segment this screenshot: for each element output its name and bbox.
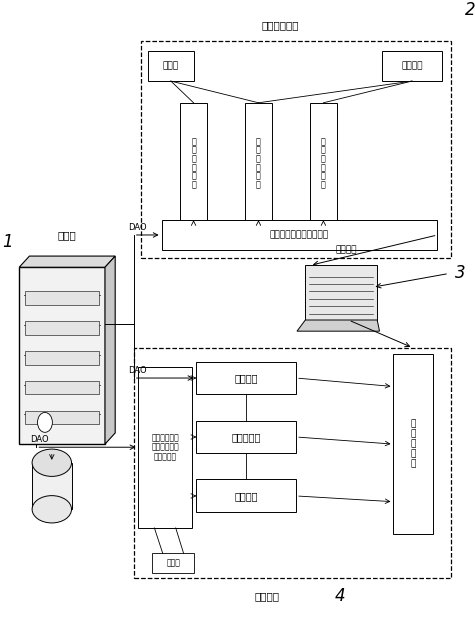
FancyBboxPatch shape — [25, 351, 99, 365]
Polygon shape — [305, 266, 377, 320]
FancyBboxPatch shape — [310, 103, 337, 224]
Text: 推理机: 推理机 — [166, 559, 180, 568]
Polygon shape — [19, 256, 115, 268]
Text: DAO: DAO — [128, 366, 147, 375]
Text: 故障树: 故障树 — [163, 62, 179, 71]
FancyBboxPatch shape — [19, 268, 105, 444]
Text: 知识库: 知识库 — [57, 230, 76, 240]
FancyBboxPatch shape — [196, 362, 296, 394]
FancyBboxPatch shape — [25, 381, 99, 394]
Text: 知识管理（修改、更新）: 知识管理（修改、更新） — [270, 230, 329, 240]
Polygon shape — [297, 320, 380, 331]
FancyBboxPatch shape — [141, 41, 451, 258]
Text: 专家经验: 专家经验 — [401, 62, 423, 71]
FancyBboxPatch shape — [134, 348, 451, 577]
FancyBboxPatch shape — [152, 553, 194, 573]
Text: 历
史
故
障
知
识: 历 史 故 障 知 识 — [256, 137, 261, 189]
Text: 解释机制: 解释机制 — [235, 373, 258, 383]
Text: 软件界面: 软件界面 — [335, 245, 357, 254]
FancyBboxPatch shape — [245, 103, 272, 224]
Text: DAO: DAO — [128, 223, 147, 232]
Ellipse shape — [32, 495, 72, 523]
FancyBboxPatch shape — [393, 354, 433, 534]
FancyBboxPatch shape — [180, 103, 207, 224]
Text: 3: 3 — [456, 264, 466, 283]
Text: 诊断模块: 诊断模块 — [255, 591, 280, 601]
Text: 4: 4 — [335, 587, 345, 605]
Text: 基于不同知识
表示方式下的
推理机设计: 基于不同知识 表示方式下的 推理机设计 — [151, 433, 179, 461]
FancyBboxPatch shape — [25, 411, 99, 424]
Polygon shape — [105, 256, 115, 444]
Ellipse shape — [32, 449, 72, 476]
Text: 机
械
设
备
故
障: 机 械 设 备 故 障 — [321, 137, 326, 189]
FancyBboxPatch shape — [162, 220, 437, 250]
FancyBboxPatch shape — [138, 367, 192, 528]
Text: 动态数据库: 动态数据库 — [231, 432, 261, 442]
FancyBboxPatch shape — [196, 420, 296, 454]
Text: 数据管理模块: 数据管理模块 — [262, 20, 299, 30]
FancyBboxPatch shape — [196, 480, 296, 512]
FancyBboxPatch shape — [32, 463, 72, 509]
Text: 1: 1 — [2, 233, 12, 251]
Circle shape — [38, 413, 52, 432]
Text: 维修指导: 维修指导 — [235, 491, 258, 501]
FancyBboxPatch shape — [25, 292, 99, 305]
FancyBboxPatch shape — [382, 51, 442, 81]
FancyBboxPatch shape — [25, 321, 99, 335]
Text: 交
互
式
诊
断: 交 互 式 诊 断 — [410, 420, 416, 469]
Text: 2: 2 — [465, 1, 475, 19]
Text: 电
控
系
统
故
障: 电 控 系 统 故 障 — [191, 137, 196, 189]
FancyBboxPatch shape — [148, 51, 194, 81]
Text: DAO: DAO — [30, 435, 48, 444]
